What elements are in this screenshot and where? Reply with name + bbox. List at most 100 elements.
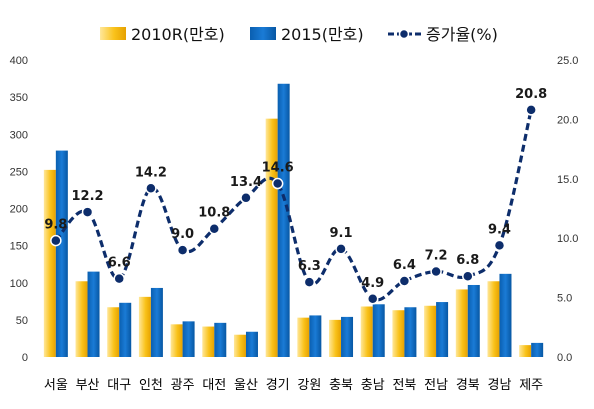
y-left-tick: 200: [10, 204, 28, 216]
y-right-tick: 10.0: [557, 233, 578, 245]
bar-2010: [519, 345, 532, 357]
bar-2015: [87, 271, 100, 357]
y-left-tick: 300: [10, 129, 28, 141]
bar-2010: [107, 307, 120, 357]
x-category-label: 제주: [519, 378, 543, 393]
rate-line: 9.8 12.2 6.6 14.2 9.0 10.8 13.414.6 6.3 9.1 4.9 6.…: [44, 87, 547, 305]
rate-data-label: 4.9: [361, 276, 384, 291]
bar-2010: [233, 334, 246, 357]
y-right-tick: 15.0: [557, 174, 578, 186]
rate-point: [366, 293, 379, 305]
x-category-label: 경북: [456, 378, 480, 393]
rate-point: [303, 276, 316, 288]
x-category-label: 충남: [361, 378, 385, 393]
x-category-label: 울산: [234, 378, 258, 393]
rate-point: [145, 182, 157, 195]
bar-2015: [467, 284, 480, 357]
bar-2010: [265, 118, 278, 357]
rate-data-label: 13.4: [230, 175, 262, 190]
x-category-label: 부산: [76, 378, 100, 393]
rate-point: [240, 192, 252, 204]
rate-point: [113, 272, 125, 285]
bar-2010: [392, 310, 405, 357]
rate-data-label: 9.8: [44, 218, 67, 233]
rate-point: [335, 243, 347, 255]
bar-2015: [119, 302, 132, 357]
bar-2015: [55, 150, 68, 357]
bar-2010: [138, 296, 151, 357]
x-category-label: 광주: [171, 378, 195, 393]
rate-line-path: [54, 109, 533, 302]
rate-point: [50, 234, 62, 247]
rate-data-label: 9.4: [488, 222, 511, 237]
bar-2010: [455, 289, 468, 357]
y-axis-left: 0 50 100 150 200 250 300 350 400: [10, 55, 28, 364]
bar-2015: [372, 304, 385, 357]
bar-2015: [309, 315, 322, 357]
rate-data-label: 9.0: [171, 227, 194, 242]
y-right-tick: 20.0: [557, 114, 578, 126]
x-category-label: 인천: [139, 378, 163, 393]
y-right-tick: 5.0: [557, 293, 572, 305]
rate-point: [430, 265, 442, 278]
bar-2015: [182, 321, 195, 357]
rate-point: [525, 104, 537, 116]
rate-data-label: 6.4: [393, 258, 416, 273]
x-category-label: 충북: [329, 378, 353, 393]
rate-data-label: 9.1: [330, 226, 353, 241]
bar-2010: [170, 324, 183, 357]
rate-point: [398, 275, 411, 287]
bar-2015: [499, 273, 512, 357]
x-category-label: 강원: [297, 378, 321, 393]
rate-data-label: 6.8: [456, 253, 479, 268]
bar-2010: [329, 319, 342, 357]
bar-2010: [297, 317, 310, 357]
rate-point: [81, 206, 94, 218]
rate-data-label: 14.6: [262, 161, 294, 176]
legend-marker-rate: [398, 28, 410, 40]
y-left-tick: 150: [10, 241, 28, 253]
x-category-label: 서울: [44, 378, 68, 393]
x-category-label: 전북: [392, 378, 416, 393]
bar-2015: [404, 307, 417, 357]
bar-2010: [360, 306, 373, 357]
x-category-label: 대전: [202, 378, 226, 393]
legend-label-2015: 2015(만호): [281, 25, 364, 44]
y-right-tick: 25.0: [557, 55, 578, 67]
y-left-tick: 50: [16, 315, 28, 327]
bar-2015: [436, 302, 449, 357]
rate-data-label: 7.2: [425, 248, 448, 263]
y-left-tick: 250: [10, 166, 28, 178]
y-axis-right: 0.0 5.0 10.0 15.0 20.0 25.0: [557, 55, 578, 364]
rate-point: [462, 270, 474, 282]
bar-2015: [214, 322, 227, 357]
y-left-tick: 100: [10, 278, 28, 290]
rate-data-label: 6.6: [108, 256, 131, 271]
rate-data-label: 10.8: [198, 206, 230, 221]
rate-point: [493, 239, 506, 252]
rate-point: [271, 177, 284, 190]
rate-data-label: 6.3: [298, 259, 321, 274]
bar-2010: [202, 326, 215, 357]
bar-2015: [531, 342, 544, 357]
bar-2015: [150, 287, 163, 357]
bar-2010: [424, 305, 437, 357]
y-left-tick: 400: [10, 55, 28, 67]
bar-2015: [245, 331, 258, 357]
y-left-tick: 350: [10, 92, 28, 104]
legend-swatch-2015: [250, 27, 276, 40]
legend-swatch-2010: [100, 27, 126, 40]
x-category-label: 경남: [488, 378, 512, 393]
x-category-label: 대구: [107, 378, 131, 393]
rate-point: [208, 222, 221, 235]
y-right-tick: 0.0: [557, 352, 572, 364]
bar-2015: [341, 316, 354, 357]
legend-label-2010: 2010R(만호): [131, 25, 225, 44]
x-category-label: 전남: [424, 378, 448, 393]
legend-label-rate: 증가율(%): [426, 25, 498, 44]
bars: [43, 83, 544, 357]
y-left-tick: 0: [22, 352, 28, 364]
bar-2010: [487, 281, 500, 357]
bar-2010: [43, 169, 56, 357]
